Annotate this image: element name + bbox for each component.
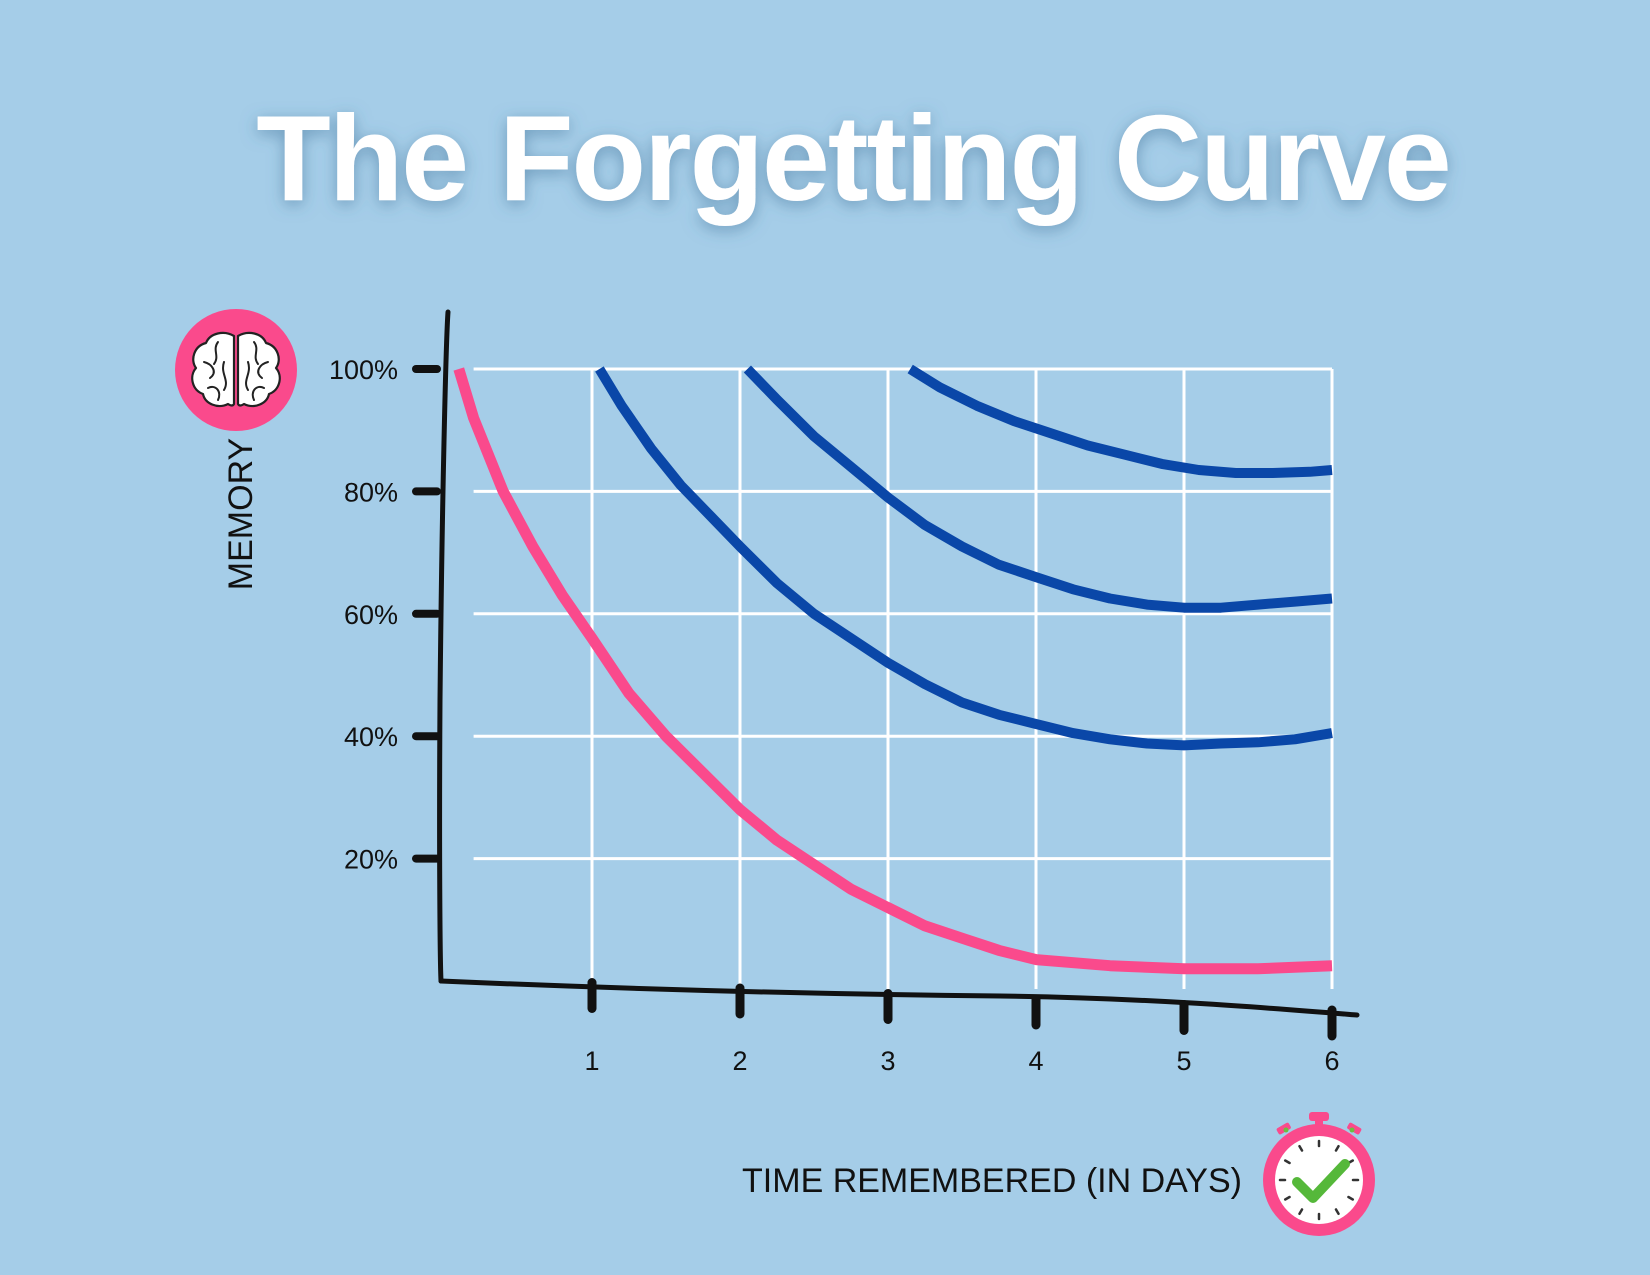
watch-tick [1283, 1195, 1291, 1201]
chart-title: The Forgetting Curve [256, 90, 1450, 226]
x-axis-line [438, 978, 1360, 1018]
grid [473, 367, 1334, 989]
brain-icon [175, 309, 297, 431]
x-tick-label: 5 [1176, 1046, 1191, 1076]
y-tick-label: 60% [344, 600, 398, 630]
x-tick-label: 2 [732, 1046, 747, 1076]
x-tick-label: 4 [1028, 1046, 1043, 1076]
watch-tick [1334, 1208, 1340, 1216]
watch-tick [1347, 1195, 1355, 1201]
y-axis-label: MEMORY [222, 438, 260, 590]
y-axis-line [437, 309, 451, 984]
x-axis-label: TIME REMEMBERED (IN DAYS) [742, 1162, 1242, 1200]
y-tick-label: 100% [329, 355, 398, 385]
y-tick-label: 80% [344, 477, 398, 507]
series-lines [453, 364, 1333, 975]
watch-tick [1298, 1208, 1304, 1216]
review-curve-line-1 [595, 366, 1333, 751]
watch-tick [1283, 1159, 1291, 1165]
x-tick-label: 1 [584, 1046, 599, 1076]
y-tick-label: 20% [344, 845, 398, 875]
review-curve-line-3 [907, 364, 1333, 478]
axes [412, 309, 1360, 1041]
tick-labels: 100% 80% 60% 40% 20% 1 2 3 4 5 6 [329, 355, 1340, 1076]
watch-tick [1334, 1144, 1340, 1152]
review-curve-line-2 [743, 365, 1333, 613]
x-tick-label: 6 [1324, 1046, 1339, 1076]
stopwatch-check-icon [1263, 1112, 1375, 1236]
y-tick-label: 40% [344, 722, 398, 752]
forgetting-curve-line [453, 367, 1333, 975]
x-tick-label: 3 [880, 1046, 895, 1076]
watch-tick [1298, 1144, 1304, 1152]
